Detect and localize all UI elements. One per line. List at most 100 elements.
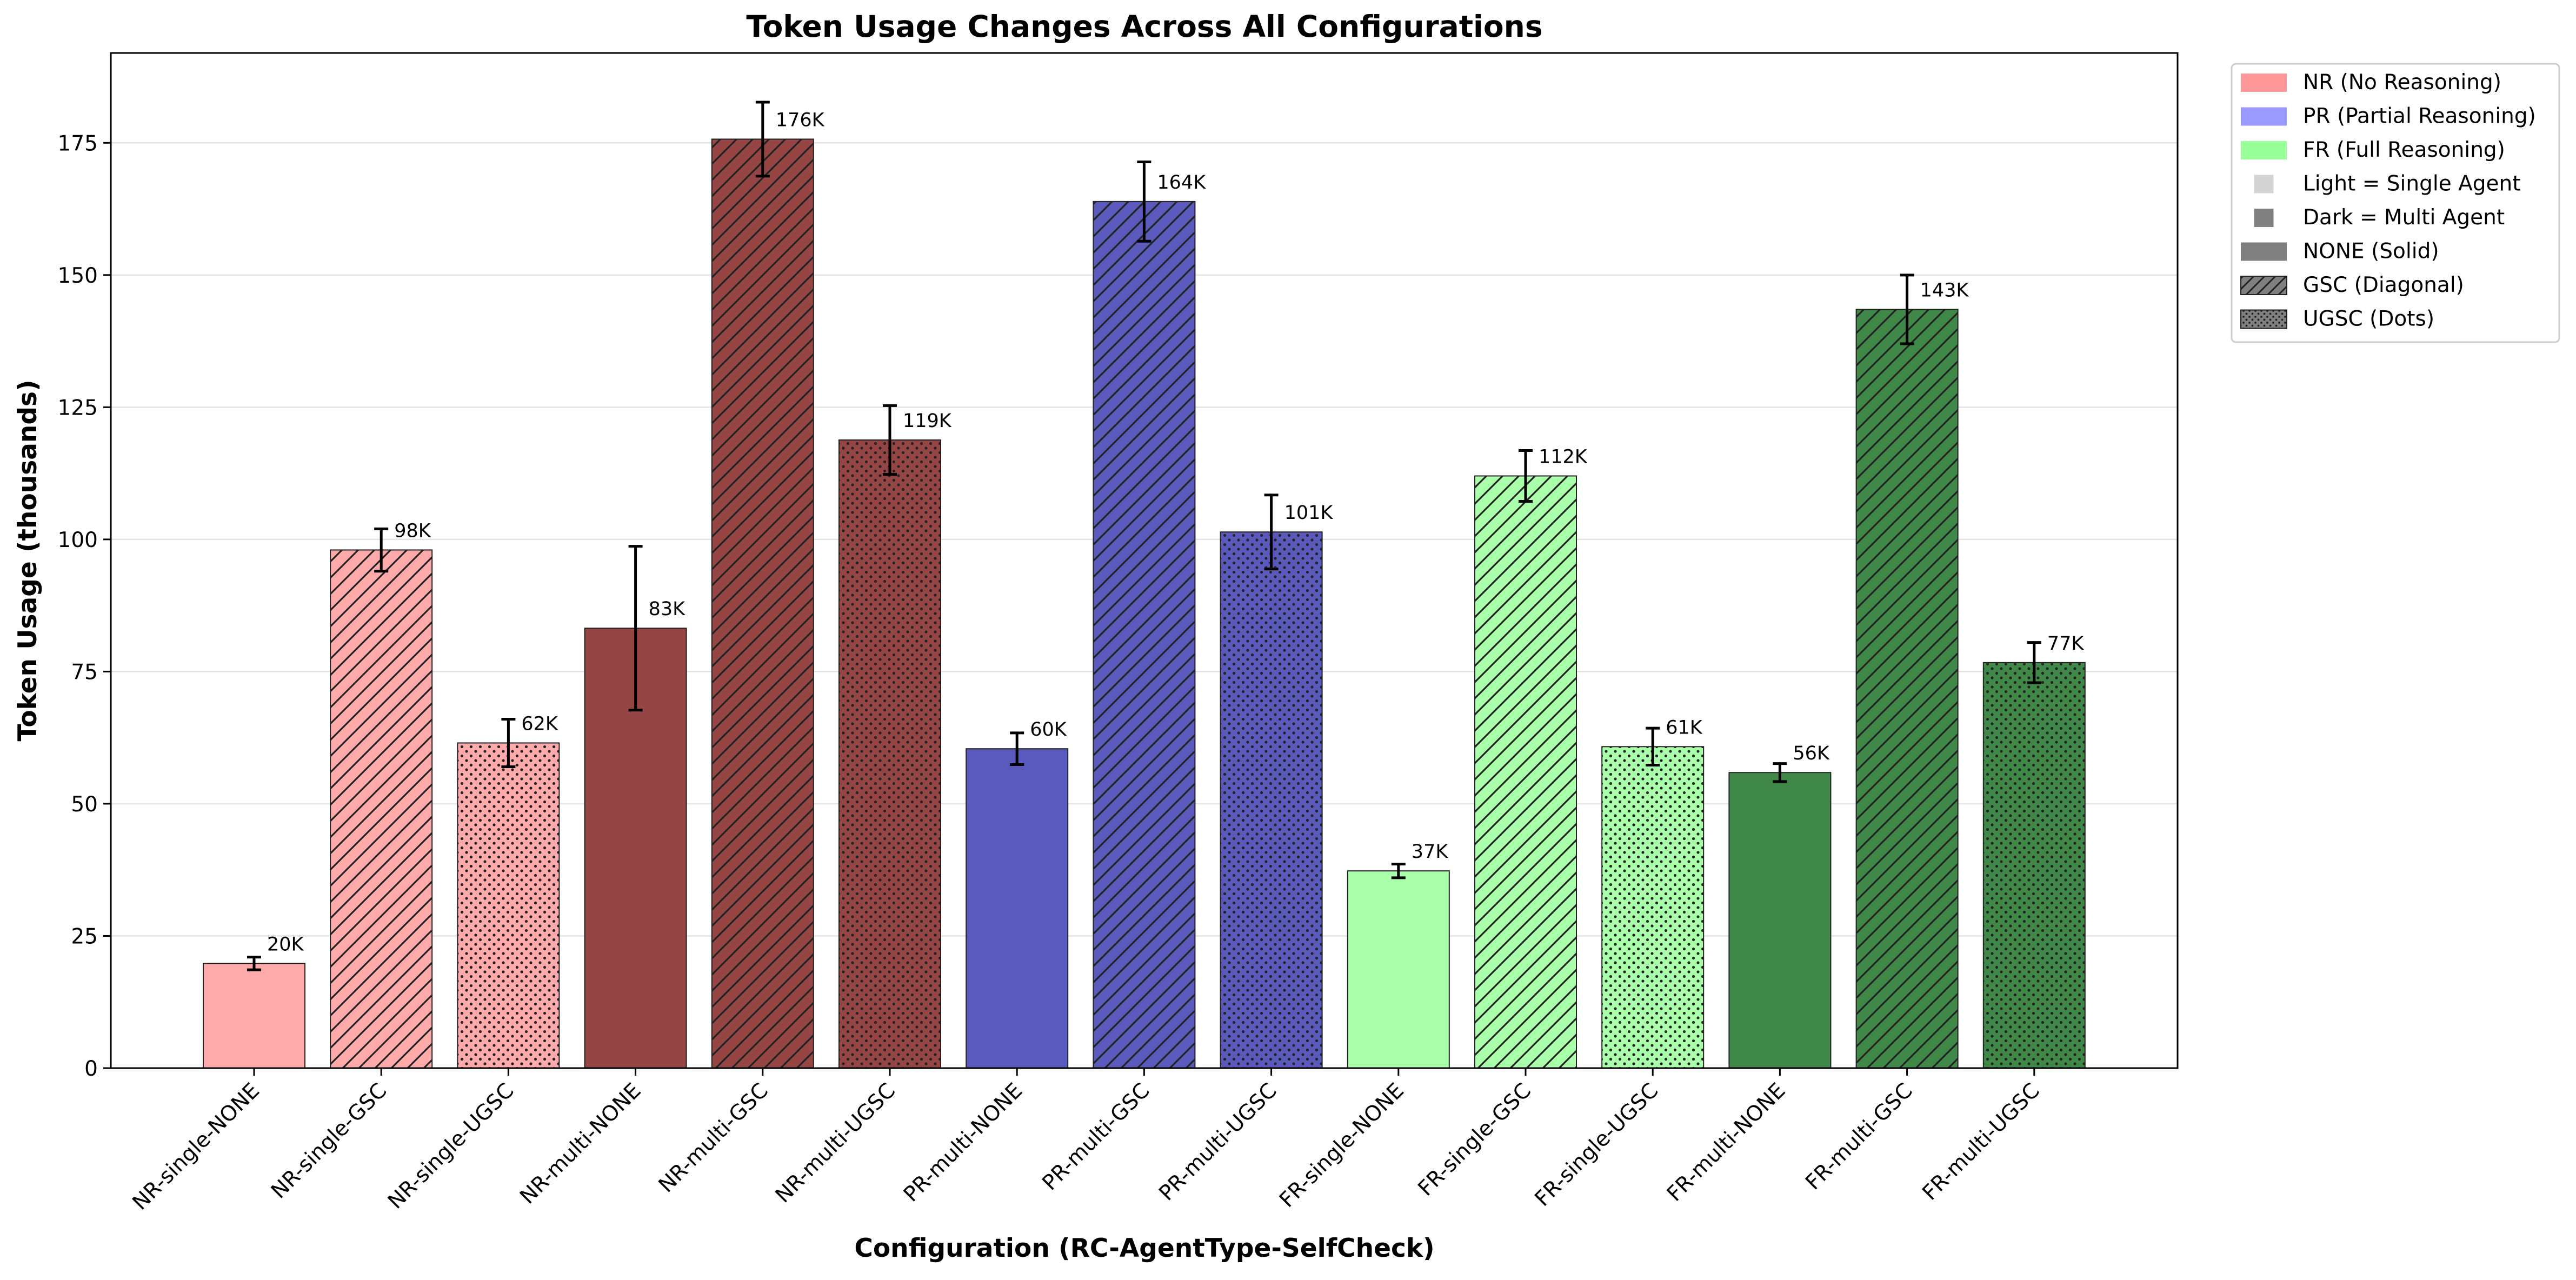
data-label: 77K	[2047, 633, 2085, 655]
data-labels: 20K 98K 62K 83K 176K 119K 60K 164K 101K 37K 112K 61…	[267, 109, 2084, 955]
legend-label: NR (No Reasoning)	[2303, 70, 2501, 95]
legend-frame	[2231, 63, 2560, 343]
bar-hatch	[457, 743, 560, 1068]
legend-item: FR (Full Reasoning)	[2241, 138, 2505, 162]
data-label: 101K	[1284, 502, 1334, 524]
legend-swatch	[2254, 175, 2274, 194]
error-bar	[1391, 862, 1406, 879]
y-tick-label: 75	[71, 660, 98, 684]
y-tick-label: 100	[58, 528, 98, 552]
bar-fr-single-ugsc	[1601, 746, 1705, 1069]
legend-item: UGSC (Dots)	[2240, 307, 2434, 331]
x-tick-label: FR-multi-NONE	[1662, 1078, 1790, 1206]
x-tick-label: NR-multi-GSC	[654, 1078, 773, 1197]
bar-fill	[1347, 871, 1449, 1068]
error-bar	[501, 717, 516, 768]
chart-title: Token Usage Changes Across All Configura…	[746, 9, 1542, 44]
bar-nr-single-ugsc	[457, 742, 560, 1069]
bar-hatch	[1983, 662, 2085, 1068]
y-tick-label: 50	[71, 792, 98, 817]
error-bar	[374, 527, 389, 573]
legend-label: PR (Partial Reasoning)	[2303, 104, 2536, 129]
legend-item: GSC (Diagonal)	[2240, 273, 2464, 297]
legend-label: Dark = Multi Agent	[2303, 205, 2505, 230]
data-label: 98K	[394, 520, 431, 542]
bar-fr-multi-none	[1728, 772, 1832, 1069]
bar-fill	[1729, 772, 1831, 1068]
data-label: 164K	[1157, 172, 1206, 194]
bar-hatch	[1475, 476, 1576, 1068]
x-tick-label: FR-multi-UGSC	[1918, 1078, 2044, 1205]
error-bar	[2027, 641, 2041, 684]
legend-swatch	[2241, 141, 2287, 159]
legend-swatch	[2241, 74, 2287, 92]
y-tick-label: 25	[71, 924, 98, 949]
bar-fr-multi-gsc	[1855, 309, 1959, 1069]
legend-swatch	[2241, 107, 2287, 126]
data-label: 83K	[649, 598, 686, 620]
legend-label: Light = Single Agent	[2303, 172, 2521, 196]
x-tick-label: FR-single-NONE	[1275, 1078, 1409, 1212]
legend-item: Light = Single Agent	[2254, 172, 2521, 196]
bar-nr-single-none	[203, 963, 305, 1069]
bar-fr-single-none	[1347, 870, 1450, 1069]
error-bar	[628, 545, 643, 712]
error-bar	[1010, 731, 1024, 766]
legend-label: NONE (Solid)	[2303, 239, 2439, 264]
y-axis: 0 25 50 75 100 125 150 175	[58, 131, 111, 1081]
legend-label: FR (Full Reasoning)	[2303, 138, 2505, 162]
data-label: 62K	[521, 713, 558, 735]
data-label: 119K	[903, 410, 952, 432]
data-label: 176K	[776, 109, 825, 131]
bar-pr-multi-ugsc	[1220, 531, 1323, 1069]
bar-hatch	[1093, 201, 1195, 1068]
legend-swatch	[2254, 209, 2274, 227]
data-label: 60K	[1030, 719, 1067, 741]
legend-item: PR (Partial Reasoning)	[2241, 104, 2536, 129]
error-bar	[1900, 274, 1914, 345]
error-bar	[1773, 762, 1787, 783]
y-tick-label: 125	[58, 396, 98, 420]
bar-hatch	[1602, 746, 1704, 1068]
legend-swatch-hatch	[2240, 276, 2287, 295]
bar-fr-single-gsc	[1474, 475, 1577, 1069]
plot-frame	[110, 52, 2179, 1069]
bar-hatch	[839, 439, 941, 1068]
data-label: 143K	[1920, 279, 1969, 301]
x-tick-label: PR-multi-NONE	[899, 1078, 1027, 1206]
bar-fill	[966, 749, 1068, 1068]
bar-nr-multi-gsc	[711, 138, 814, 1069]
x-tick-label: NR-single-GSC	[267, 1078, 391, 1203]
legend-label: GSC (Diagonal)	[2303, 273, 2464, 297]
error-bar	[1519, 449, 1533, 503]
error-bars	[247, 101, 2041, 971]
legend-item: NR (No Reasoning)	[2241, 70, 2501, 95]
bar-hatch	[1856, 309, 1958, 1068]
error-bar	[1137, 160, 1151, 243]
y-tick-label: 175	[58, 131, 98, 156]
legend-label: UGSC (Dots)	[2303, 307, 2434, 331]
x-tick-label: PR-multi-UGSC	[1154, 1078, 1281, 1205]
bars	[203, 138, 2086, 1069]
x-tick-label: NR-multi-UGSC	[771, 1078, 900, 1208]
x-tick-label: PR-multi-GSC	[1037, 1078, 1154, 1195]
x-axis-label: Configuration (RC-AgentType-SelfCheck)	[854, 1234, 1434, 1263]
x-tick-label: FR-multi-GSC	[1801, 1078, 1917, 1195]
y-tick-label: 150	[58, 264, 98, 288]
bar-hatch	[711, 139, 814, 1069]
bar-pr-multi-gsc	[1093, 201, 1196, 1069]
bar-hatch	[330, 550, 432, 1068]
legend-item: Dark = Multi Agent	[2254, 205, 2505, 230]
legend-swatch	[2241, 242, 2287, 261]
bar-pr-multi-none	[966, 748, 1069, 1069]
error-bar	[883, 404, 897, 476]
legend: NR (No Reasoning) PR (Partial Reasoning) F…	[2231, 63, 2560, 343]
x-tick-label: FR-single-UGSC	[1530, 1078, 1663, 1211]
error-bar	[1264, 494, 1279, 571]
bar-nr-single-gsc	[330, 549, 433, 1069]
y-tick-label: 0	[84, 1057, 98, 1081]
data-label: 37K	[1412, 841, 1449, 863]
x-tick-label: NR-single-UGSC	[383, 1078, 518, 1214]
data-label: 112K	[1539, 446, 1588, 468]
bar-fill	[203, 963, 305, 1068]
